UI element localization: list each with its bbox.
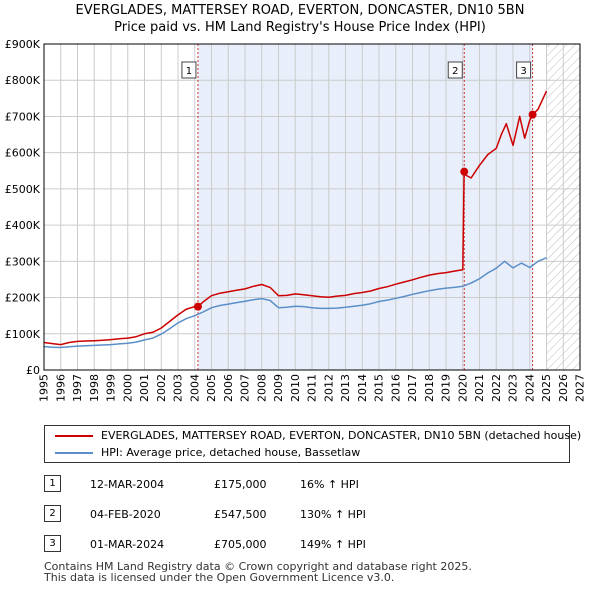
y-tick-label: £300K xyxy=(5,255,41,268)
x-tick-label: 1997 xyxy=(71,374,84,402)
chart-title: EVERGLADES, MATTERSEY ROAD, EVERTON, DON… xyxy=(75,3,525,18)
plot-frame xyxy=(43,43,581,371)
y-tick-label: £600K xyxy=(5,147,41,160)
x-tick-label: 2011 xyxy=(306,374,319,402)
x-tick-label: 2004 xyxy=(188,374,201,402)
x-tick-label: 2027 xyxy=(574,374,587,402)
x-tick-label: 2020 xyxy=(456,374,469,402)
transaction-number-badge: 2 xyxy=(44,505,61,522)
y-tick-label: £200K xyxy=(5,292,41,305)
x-tick-label: 2014 xyxy=(356,374,369,402)
x-tick-label: 2022 xyxy=(490,374,503,402)
marker-label: 2 xyxy=(452,66,458,77)
x-tick-label: 1995 xyxy=(38,374,51,402)
x-tick-label: 2006 xyxy=(222,374,235,402)
x-tick-label: 2018 xyxy=(423,374,436,402)
x-tick-label: 2019 xyxy=(440,374,453,402)
transaction-price: £705,000 xyxy=(214,538,267,551)
x-tick-label: 2025 xyxy=(540,374,553,402)
sale-point xyxy=(193,302,202,311)
x-tick-label: 2001 xyxy=(138,374,151,402)
x-tick-label: 1996 xyxy=(54,374,67,402)
x-tick-label: 2023 xyxy=(507,374,520,402)
x-tick-label: 2016 xyxy=(389,374,402,402)
transaction-price: £175,000 xyxy=(214,478,267,491)
x-tick-label: 2000 xyxy=(121,374,134,402)
transaction-number-badge: 3 xyxy=(44,535,61,552)
x-tick-label: 2007 xyxy=(239,374,252,402)
transaction-price: £547,500 xyxy=(214,508,267,521)
shaded-period xyxy=(197,44,533,370)
transaction-date: 12-MAR-2004 xyxy=(90,478,165,491)
sale-point xyxy=(528,110,537,119)
transaction-hpi: 16% ↑ HPI xyxy=(300,478,359,491)
transaction-hpi: 130% ↑ HPI xyxy=(300,508,366,521)
x-tick-label: 1999 xyxy=(105,374,118,402)
x-tick-label: 2017 xyxy=(406,374,419,402)
property-price-line xyxy=(43,90,548,346)
marker-box xyxy=(447,61,463,79)
transaction-hpi: 149% ↑ HPI xyxy=(300,538,366,551)
transaction-date: 04-FEB-2020 xyxy=(90,508,161,521)
chart-subtitle: Price paid vs. HM Land Registry's House … xyxy=(114,20,486,35)
x-tick-label: 2005 xyxy=(205,374,218,402)
x-tick-label: 1998 xyxy=(88,374,101,402)
marker-label: 3 xyxy=(520,66,526,77)
x-tick-label: 2013 xyxy=(339,374,352,402)
legend-swatch-hpi xyxy=(55,452,93,454)
x-tick-label: 2024 xyxy=(523,374,536,402)
y-tick-label: £700K xyxy=(5,110,41,123)
x-tick-label: 2012 xyxy=(322,374,335,402)
legend-swatch-property xyxy=(55,435,93,437)
x-tick-label: 2002 xyxy=(155,374,168,402)
footer-copyright: Contains HM Land Registry data © Crown c… xyxy=(44,560,472,573)
sale-point xyxy=(460,167,469,176)
x-tick-label: 2021 xyxy=(473,374,486,402)
y-tick-label: £500K xyxy=(5,183,41,196)
y-tick-label: £900K xyxy=(5,38,41,51)
hpi-line xyxy=(43,257,547,349)
y-tick-label: £800K xyxy=(5,74,41,87)
x-tick-label: 2026 xyxy=(557,374,570,402)
transaction-number-badge: 1 xyxy=(44,475,61,492)
x-tick-label: 2003 xyxy=(172,374,185,402)
y-tick-label: £100K xyxy=(5,328,41,341)
x-tick-label: 2009 xyxy=(272,374,285,402)
legend-label-property: EVERGLADES, MATTERSEY ROAD, EVERTON, DON… xyxy=(101,429,582,442)
marker-label: 1 xyxy=(186,66,192,77)
legend: EVERGLADES, MATTERSEY ROAD, EVERTON, DON… xyxy=(44,425,581,463)
y-tick-label: £400K xyxy=(5,219,41,232)
price-chart: 1 2 3 £0 £100K £200K £300K £400K £500K £600K £700… xyxy=(5,38,587,402)
marker-box xyxy=(181,61,197,79)
legend-label-hpi: HPI: Average price, detached house, Bass… xyxy=(101,446,361,459)
marker-box xyxy=(516,61,532,79)
y-tick-label: £0 xyxy=(26,364,40,377)
x-tick-label: 2015 xyxy=(373,374,386,402)
footer-licence: This data is licensed under the Open Gov… xyxy=(44,571,395,584)
transaction-date: 01-MAR-2024 xyxy=(90,538,165,551)
x-tick-label: 2008 xyxy=(255,374,268,402)
x-tick-label: 2010 xyxy=(289,374,302,402)
